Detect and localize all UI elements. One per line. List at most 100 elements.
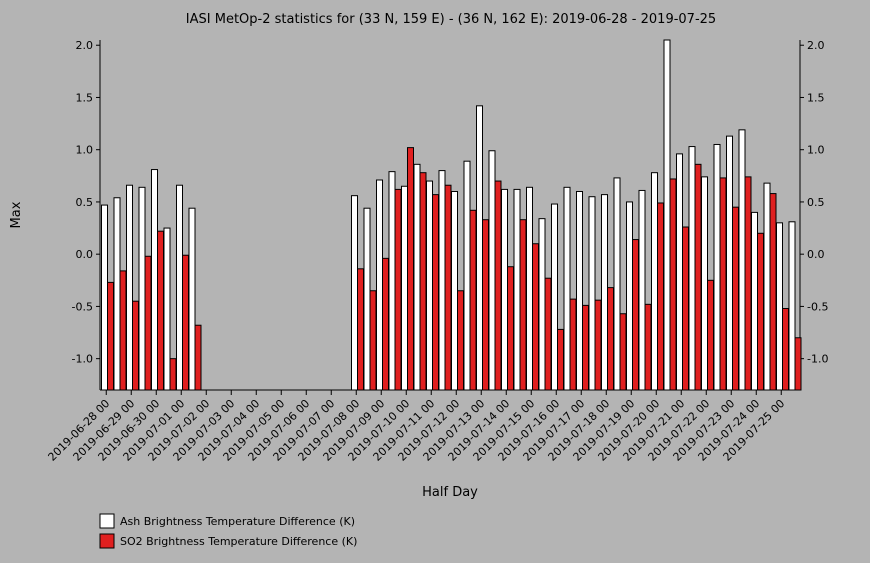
bar-so2 xyxy=(507,266,514,391)
y-tick-label-left: -1.0 xyxy=(72,353,93,366)
y-tick-label-right: -0.5 xyxy=(807,300,828,313)
bar-ash xyxy=(138,186,146,391)
bar-ash xyxy=(788,221,796,391)
bar-so2 xyxy=(644,303,652,391)
bar-so2 xyxy=(432,194,439,391)
bar-so2 xyxy=(669,178,677,391)
bar-so2 xyxy=(457,290,464,391)
bar-ash xyxy=(513,188,521,391)
bar-so2 xyxy=(369,290,377,391)
bar-ash xyxy=(738,129,746,391)
bar-so2 xyxy=(594,299,602,391)
y-tick-label-right: 0.5 xyxy=(807,196,825,209)
bar-ash xyxy=(551,203,558,391)
y-tick-label-right: 2.0 xyxy=(807,39,825,52)
bar-ash xyxy=(351,195,358,391)
x-axis-label: Half Day xyxy=(422,485,478,500)
y-tick-label-right: 0.0 xyxy=(807,248,825,261)
bar-so2 xyxy=(757,232,764,391)
bar-so2 xyxy=(182,254,189,391)
bar-ash xyxy=(701,176,708,391)
bar-so2 xyxy=(482,219,489,391)
bar-so2 xyxy=(382,257,389,391)
bar-ash xyxy=(626,201,633,391)
y-tick-label-left: -0.5 xyxy=(72,300,93,313)
bar-ash xyxy=(451,190,458,391)
bar-ash xyxy=(463,160,471,391)
bar-so2 xyxy=(407,147,414,391)
bar-ash xyxy=(676,153,683,391)
bar-so2 xyxy=(782,308,789,391)
bar-so2 xyxy=(169,358,177,391)
bar-so2 xyxy=(544,277,552,391)
bar-ash xyxy=(588,196,596,391)
bar-so2 xyxy=(444,184,452,391)
bar-ash xyxy=(426,180,433,391)
bar-so2 xyxy=(607,287,614,391)
bar-so2 xyxy=(469,209,477,391)
legend-swatch-ash xyxy=(99,513,115,529)
chart-title: IASI MetOp-2 statistics for (33 N, 159 E… xyxy=(186,12,716,27)
bar-ash xyxy=(638,189,646,391)
bar-ash xyxy=(176,184,183,391)
bar-ash xyxy=(763,182,771,391)
bar-ash xyxy=(726,135,733,391)
bar-so2 xyxy=(394,188,402,391)
bar-ash xyxy=(613,177,621,391)
y-tick-label-left: 2.0 xyxy=(76,39,94,52)
legend-swatch-so2 xyxy=(99,533,115,549)
bar-so2 xyxy=(519,219,527,391)
bar-ash xyxy=(501,188,508,391)
bar-so2 xyxy=(719,177,727,391)
bar-ash xyxy=(401,185,408,391)
bar-so2 xyxy=(769,193,777,391)
legend-label-so2: SO2 Brightness Temperature Difference (K… xyxy=(120,535,357,548)
bar-so2 xyxy=(619,313,627,391)
y-tick-label-right: 1.5 xyxy=(807,91,825,104)
bar-ash xyxy=(363,207,371,391)
bar-ash xyxy=(126,184,133,391)
bar-ash xyxy=(526,186,533,391)
bar-ash xyxy=(776,222,783,391)
bar-so2 xyxy=(119,270,127,391)
y-tick-label-right: -1.0 xyxy=(807,353,828,366)
bar-ash xyxy=(388,171,396,391)
y-tick-label-left: 0.5 xyxy=(76,196,94,209)
bar-so2 xyxy=(657,202,664,391)
bar-ash xyxy=(538,218,546,391)
bar-so2 xyxy=(357,268,364,391)
bar-ash xyxy=(563,186,571,391)
legend: Ash Brightness Temperature Difference (K… xyxy=(99,513,357,549)
bar-so2 xyxy=(532,243,539,391)
bar-ash xyxy=(113,197,121,391)
y-tick-label-left: 0.0 xyxy=(76,248,94,261)
bar-so2 xyxy=(569,298,577,391)
bar-ash xyxy=(601,194,608,391)
bar-ash xyxy=(488,150,496,391)
bar-so2 xyxy=(707,279,714,391)
y-tick-label-right: 1.0 xyxy=(807,144,825,157)
bar-so2 xyxy=(132,300,139,391)
bar-so2 xyxy=(744,176,752,391)
bar-so2 xyxy=(682,226,689,391)
legend-label-ash: Ash Brightness Temperature Difference (K… xyxy=(120,515,355,528)
bar-so2 xyxy=(582,304,589,391)
bar-ash xyxy=(476,105,483,391)
bar-so2 xyxy=(144,255,152,391)
plot-area: 2.0 2.0 1.5 1.5 1.0 1.0 0.5 0.5 0.0 0.0 -0.5 -0.5 -1… xyxy=(46,39,829,463)
bar-so2 xyxy=(194,324,202,391)
bar-ash xyxy=(188,207,196,391)
bar-ash xyxy=(413,163,421,391)
bar-so2 xyxy=(557,328,564,391)
bar-ash xyxy=(663,39,671,391)
bar-ash xyxy=(438,170,446,391)
bar-so2 xyxy=(494,180,502,391)
bar-ash xyxy=(151,169,158,391)
bar-ash xyxy=(688,146,696,391)
bar-so2 xyxy=(632,239,639,391)
y-tick-label-left: 1.5 xyxy=(76,91,94,104)
bar-ash xyxy=(651,172,658,391)
bar-ash xyxy=(751,211,758,391)
y-tick-label-left: 1.0 xyxy=(76,144,94,157)
